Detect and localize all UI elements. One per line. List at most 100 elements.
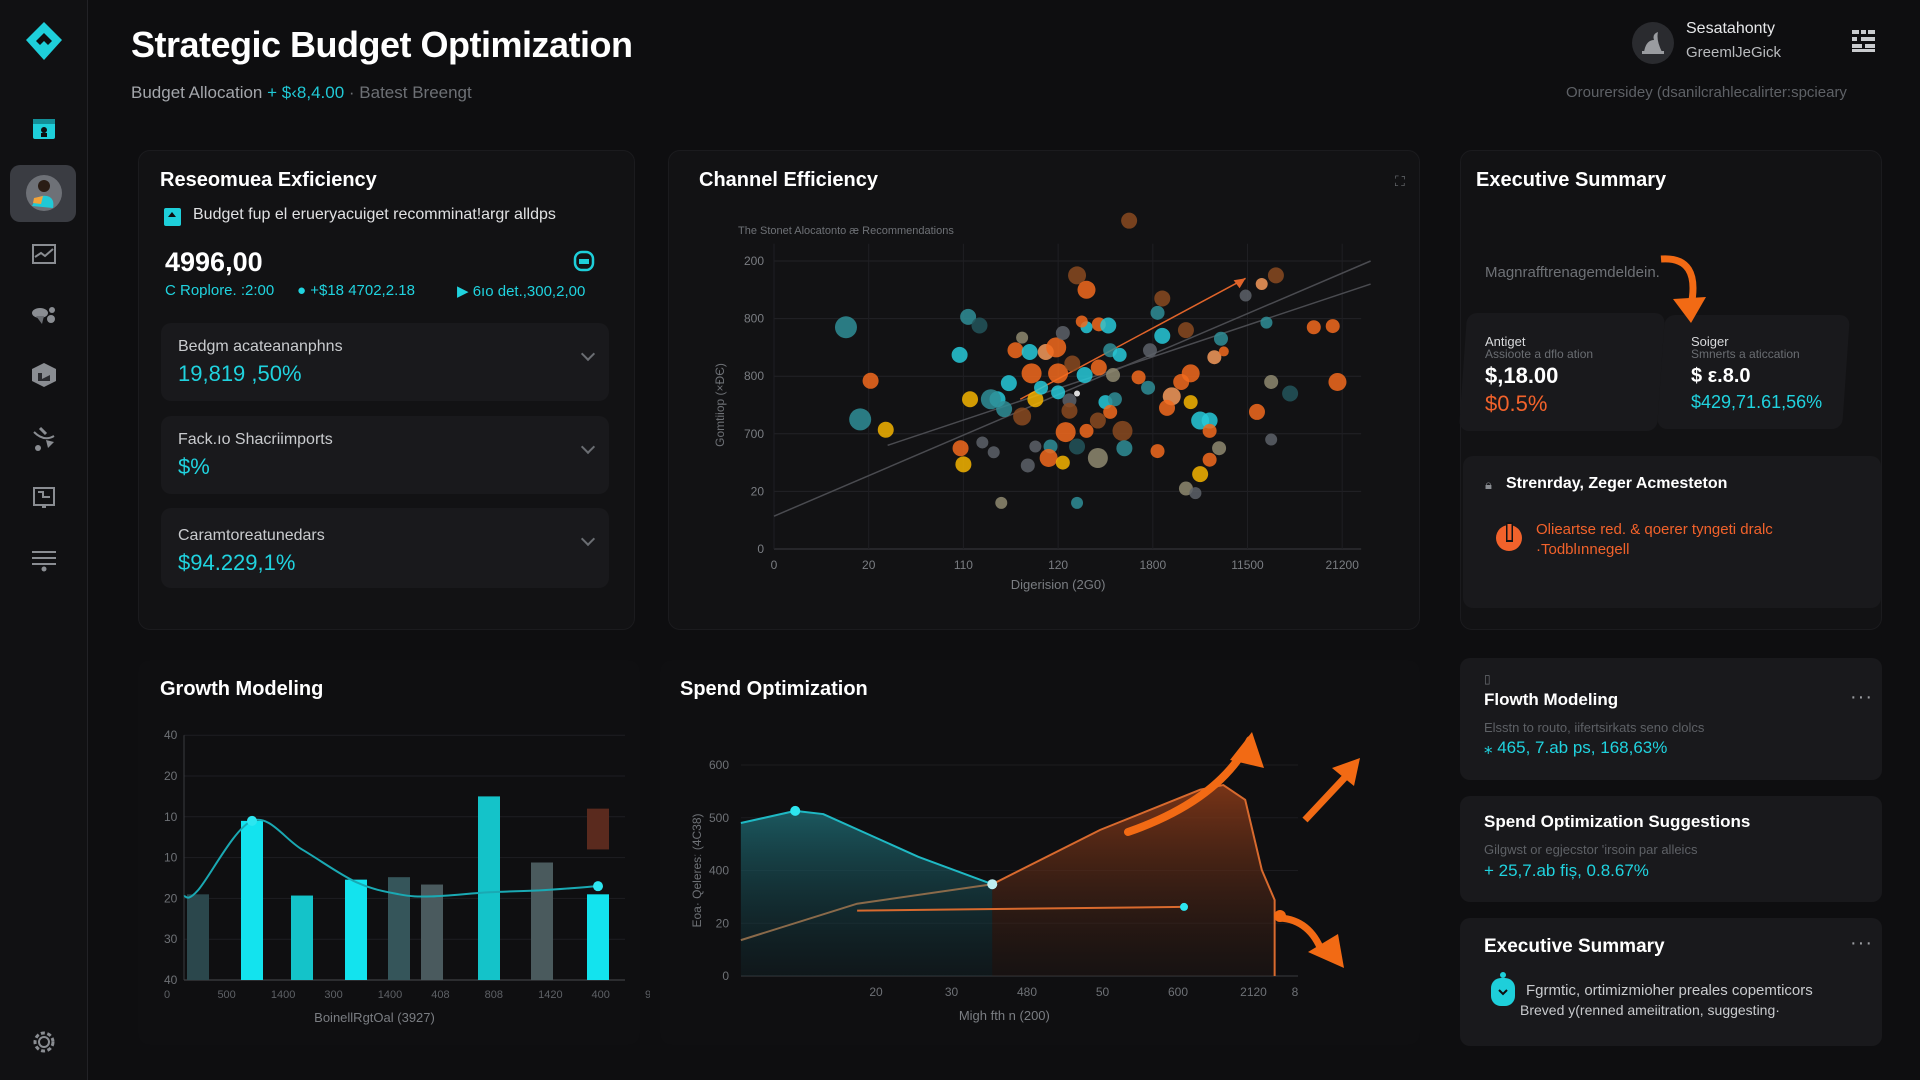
bar: [587, 894, 609, 980]
doc-icon: ▯: [1484, 672, 1491, 686]
filter-list-icon[interactable]: [28, 544, 60, 576]
calendar-icon[interactable]: [28, 112, 60, 144]
scatter-point: [834, 316, 857, 339]
user-avatar[interactable]: [1632, 22, 1674, 64]
y-tick-label: 40: [164, 728, 178, 742]
stat-c: ▶ 6ıo det.,300,2,00: [457, 282, 585, 300]
scatter-point: [1178, 481, 1193, 496]
scatter-point: [1325, 319, 1340, 334]
accordion-value: 19,819 ,50%: [178, 361, 302, 386]
stat-c-text: 6ıo det.,300,2,00: [472, 283, 586, 300]
card-title: Spend Optimization: [680, 678, 868, 700]
side-card-line-1: Fgrmtic, ortimizmioher preales copemtico…: [1526, 982, 1813, 999]
scatter-point: [1173, 373, 1190, 390]
accordion-label: Caramtoreatunedars: [178, 527, 325, 544]
card-description: Budget fup el erueryacuiget recomminat!a…: [193, 206, 556, 223]
inbox-icon[interactable]: [28, 238, 60, 270]
scatter-point: [1029, 440, 1042, 453]
y-axis-label: Gomtiiop (×ÐЄ): [713, 363, 727, 447]
accordion-label: Fack.ıo Shacriimports: [178, 431, 333, 448]
x-tick-label: 1400: [378, 989, 402, 1001]
x-tick-label: 11500: [1231, 558, 1264, 572]
resource-efficiency-card: Reseomuea Exficiency Budget fup el eruer…: [138, 150, 635, 630]
y-tick-label: 20: [164, 891, 178, 905]
expand-icon[interactable]: ⛶: [1395, 173, 1405, 189]
area-fill: [740, 810, 993, 976]
page-subtitle: Budget Allocation + $‹8,4.00 · Batest Br…: [131, 83, 472, 103]
more-options-icon[interactable]: ···: [1850, 932, 1873, 954]
scatter-point: [962, 391, 979, 408]
scatter-point: [1142, 343, 1157, 358]
accordion-item[interactable]: Caramtoreatunedars $94.229,1%: [161, 508, 609, 588]
area-line: [991, 784, 1276, 976]
scatter-point: [1202, 423, 1217, 438]
alert-line-2: ·Todblınnegell: [1536, 541, 1630, 558]
robot-face-icon[interactable]: [572, 249, 596, 273]
flowth-modeling-card[interactable]: ▯ Flowth Modeling ··· Elsstn to routo, i…: [1460, 658, 1882, 780]
scatter-point: [1106, 368, 1121, 383]
x-tick-label: 1800: [1139, 558, 1166, 572]
x-tick-label: 408: [431, 989, 449, 1001]
tools-icon[interactable]: [28, 422, 60, 454]
scatter-point: [1201, 412, 1218, 429]
play-icon: ▶: [457, 283, 473, 300]
board-icon[interactable]: [28, 482, 60, 514]
y-tick-label: 600: [709, 758, 729, 772]
metric-value: $,18.00: [1485, 363, 1559, 388]
grid-menu-icon[interactable]: [1852, 30, 1876, 57]
x-axis-label: Digerision (2G0): [1011, 577, 1106, 592]
scatter-point: [1021, 344, 1038, 361]
y-tick-label: 800: [744, 369, 764, 383]
stat-a: C Roplore. :2:00: [165, 282, 275, 299]
area-fill: [992, 785, 1275, 976]
x-axis-label: Migh fth n (200): [959, 1008, 1050, 1023]
lock-icon: 🔒︎: [1485, 477, 1492, 492]
profile-avatar-icon[interactable]: [23, 172, 65, 214]
accordion-value: $%: [178, 454, 210, 479]
spend-suggestions-card[interactable]: Spend Optimization Suggestions Gilgwst o…: [1460, 796, 1882, 902]
analytics-icon[interactable]: [28, 299, 60, 331]
subtitle-label: Budget Allocation: [131, 83, 263, 102]
x-tick-label: 0: [164, 989, 170, 1001]
card-title: Channel Efficiency: [699, 169, 878, 191]
chevron-down-icon[interactable]: [580, 531, 596, 547]
chevron-down-icon[interactable]: [580, 439, 596, 455]
scatter-point: [1013, 407, 1032, 426]
executive-summary-mini-card[interactable]: Executive Summary ··· Fgrmtic, ortimizmi…: [1460, 918, 1882, 1046]
scatter-point: [987, 446, 1000, 459]
executive-summary-card: Executive Summary Magnrafftrenagemdeldei…: [1458, 150, 1882, 630]
logo-icon[interactable]: [22, 20, 66, 64]
accordion-item[interactable]: Bedgm acateananphns 19,819 ,50%: [161, 323, 609, 401]
metric-sub: Assioote a dflo ation: [1485, 347, 1594, 361]
accordion-item[interactable]: Fack.ıo Shacriimports $%: [161, 416, 609, 494]
settings-gear-icon[interactable]: [28, 1026, 60, 1058]
scatter-point: [1039, 448, 1058, 467]
range-bar: [587, 808, 609, 850]
trend-line: [773, 260, 1371, 517]
x-tick-label: 400: [592, 989, 610, 1001]
y-tick-label: 30: [164, 932, 178, 946]
chevron-down-icon[interactable]: [580, 346, 596, 362]
bar: [478, 796, 500, 980]
scatter-point: [1131, 370, 1146, 385]
x-tick-label: 21200: [1326, 558, 1360, 572]
scatter-point: [1103, 404, 1118, 419]
side-card-sub: Elsstn to routo, iifertsirkats seno clol…: [1484, 720, 1705, 735]
side-card-title: Flowth Modeling: [1484, 690, 1619, 709]
trend-up-arrowhead-icon: [1332, 758, 1360, 786]
more-options-icon[interactable]: ···: [1850, 686, 1873, 708]
x-tick-label: 110: [954, 558, 973, 572]
scatter-point: [1071, 496, 1084, 509]
side-card-value: ⁎ 465, 7.ab ps, 168,63%: [1484, 738, 1668, 757]
x-tick-label: 20: [869, 985, 883, 999]
subtitle-value: + $‹8,4.00: [267, 83, 345, 102]
alert-title: Strenrday, Zeger Acmesteton: [1506, 475, 1728, 492]
scatter-point: [1306, 320, 1321, 335]
scatter-point: [1121, 212, 1138, 229]
scatter-point: [1150, 444, 1165, 459]
budget-icon: [164, 208, 181, 226]
cube-icon[interactable]: [28, 359, 60, 391]
scatter-point: [1212, 441, 1227, 456]
metric-change: $429,71.61,56%: [1691, 392, 1823, 412]
scatter-point: [996, 401, 1013, 418]
